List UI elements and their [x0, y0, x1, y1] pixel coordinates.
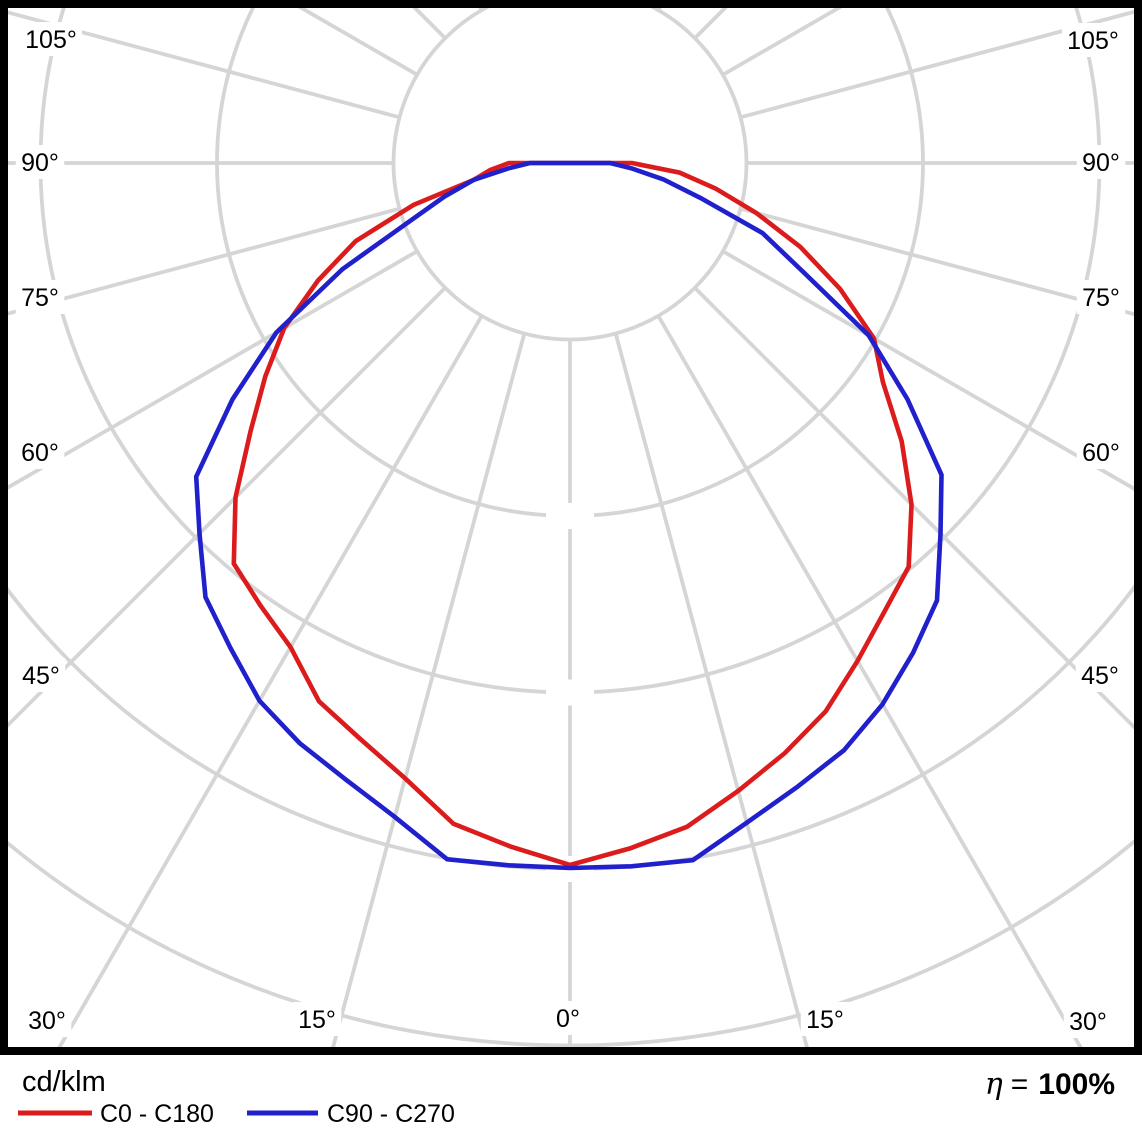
grid-spoke-105deg [739, 9, 1134, 120]
legend-label-c90-c270: C90 - C270 [327, 1100, 455, 1128]
plot-frame [0, 0, 1142, 1055]
angle-label-bg-14 [1062, 23, 1124, 57]
angle-label-bg-3 [15, 435, 65, 469]
grid-spoke-330deg [56, 314, 484, 1048]
angle-label-3: 60° [21, 439, 59, 467]
angle-label-6: 15° [298, 1006, 336, 1034]
angle-label-bg-7 [550, 1001, 586, 1035]
angle-label-9: 30° [1069, 1008, 1107, 1036]
angle-label-bg-4 [16, 658, 66, 692]
grid-spoke-300deg [8, 249, 419, 490]
grid-spoke-315deg [8, 286, 447, 728]
angle-label-bg-10 [1075, 658, 1125, 692]
grid-spoke-345deg [330, 332, 527, 1048]
angle-label-8: 15° [806, 1006, 844, 1034]
angle-label-bg-1 [15, 145, 65, 179]
angle-label-10: 45° [1081, 662, 1119, 690]
angle-label-bg-2 [15, 280, 65, 314]
angle-label-13: 90° [1082, 149, 1120, 177]
efficiency-label: η = 100% [985, 1067, 1115, 1102]
angle-label-bg-13 [1076, 145, 1126, 179]
angle-label-bg-11 [1076, 435, 1126, 469]
angle-label-bg-8 [800, 1002, 850, 1036]
angle-label-2: 75° [21, 284, 59, 312]
angle-label-bg-12 [1076, 280, 1126, 314]
angle-label-5: 30° [28, 1007, 66, 1035]
grid-spoke-15deg [613, 332, 810, 1048]
grid-spoke-30deg [656, 314, 1084, 1048]
angle-label-0: 105° [25, 26, 77, 54]
angle-label-4: 45° [22, 662, 60, 690]
angle-label-bg-0 [20, 22, 82, 56]
angle-label-14: 105° [1067, 27, 1119, 55]
unit-label: cd/klm [22, 1066, 106, 1098]
curve-c90-c270 [193, 160, 944, 871]
grid-spoke-285deg [8, 206, 401, 316]
eta-value: 100% [1038, 1068, 1115, 1101]
grid-spoke-45deg [693, 286, 1134, 730]
angle-label-bg-9 [1063, 1004, 1113, 1038]
angle-label-11: 60° [1082, 439, 1120, 467]
axis-gap-ring-3 [546, 679, 594, 706]
grid-spoke-75deg [739, 206, 1134, 317]
angle-label-12: 75° [1082, 284, 1120, 312]
footer: cd/klm C0 - C180 C90 - C270 η = 100% [18, 1066, 1115, 1128]
legend-label-c0-c180: C0 - C180 [100, 1100, 214, 1128]
curve-c0-c180 [231, 160, 914, 868]
angle-label-1: 90° [21, 149, 59, 177]
angle-label-7: 0° [556, 1005, 580, 1033]
eta-equals: = [1011, 1068, 1029, 1101]
grid-spoke-255deg [8, 10, 401, 120]
angle-label-bg-6 [292, 1002, 342, 1036]
grid-ring-1 [391, 8, 749, 342]
axis-gap-ring-2 [546, 503, 594, 529]
angle-label-bg-5 [22, 1003, 72, 1037]
grid-spoke-60deg [721, 249, 1134, 491]
eta-symbol: η [985, 1067, 1003, 1102]
